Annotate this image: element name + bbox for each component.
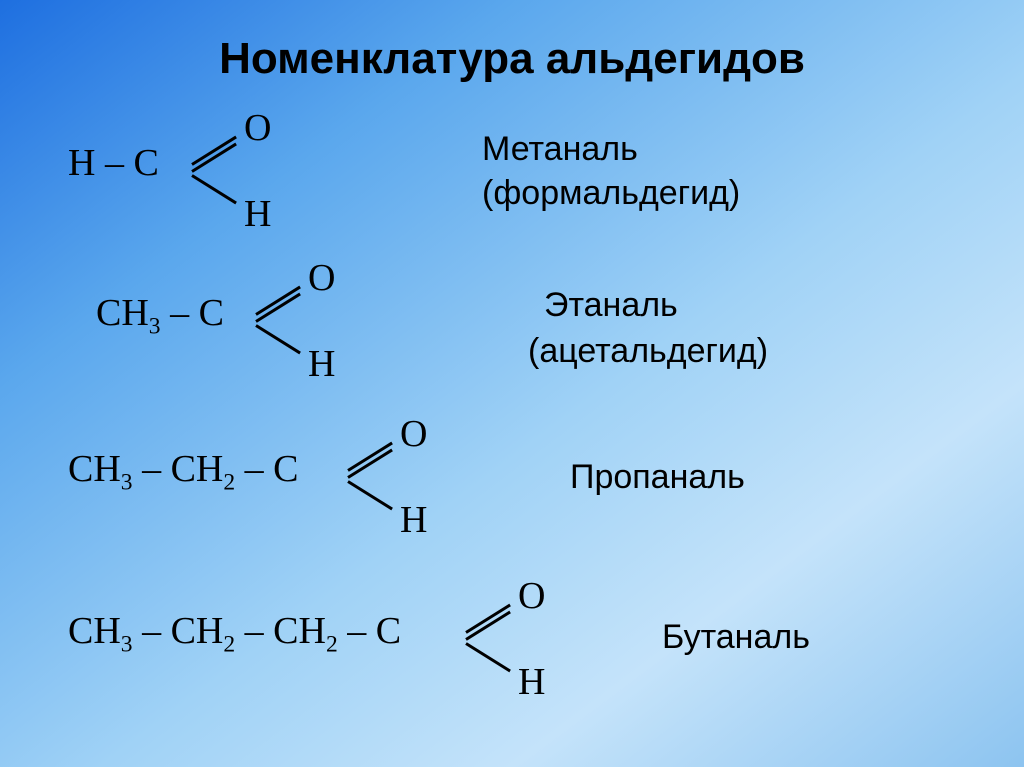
aldehyde-h-0: H: [244, 192, 271, 236]
compound-name-alt-0: (формальдегид): [482, 174, 740, 213]
compound-name-alt-1: (ацетальдегид): [528, 332, 768, 371]
compound-name-3: Бутаналь: [662, 618, 810, 657]
oxygen-atom-3: O: [518, 574, 545, 618]
aldehyde-h-3: H: [518, 660, 545, 704]
slide: Номенклатура альдегидов H – COHМетаналь(…: [0, 0, 1024, 767]
aldehyde-h-2: H: [400, 498, 427, 542]
single-bond-2: [347, 480, 393, 510]
chain-formula-1: CH3 – C: [96, 291, 224, 335]
single-bond-3: [465, 642, 511, 672]
compound-name-1: Этаналь: [544, 286, 678, 325]
chain-formula-3: CH3 – CH2 – CH2 – C: [68, 609, 401, 653]
slide-title: Номенклатура альдегидов: [0, 34, 1024, 84]
oxygen-atom-0: O: [244, 106, 271, 150]
chain-formula-2: CH3 – CH2 – C: [68, 447, 299, 491]
compound-name-2: Пропаналь: [570, 458, 745, 497]
oxygen-atom-2: O: [400, 412, 427, 456]
single-bond-0: [191, 174, 237, 204]
compound-name-0: Метаналь: [482, 130, 638, 169]
oxygen-atom-1: O: [308, 256, 335, 300]
aldehyde-h-1: H: [308, 342, 335, 386]
chain-formula-0: H – C: [68, 141, 159, 185]
single-bond-1: [255, 324, 301, 354]
